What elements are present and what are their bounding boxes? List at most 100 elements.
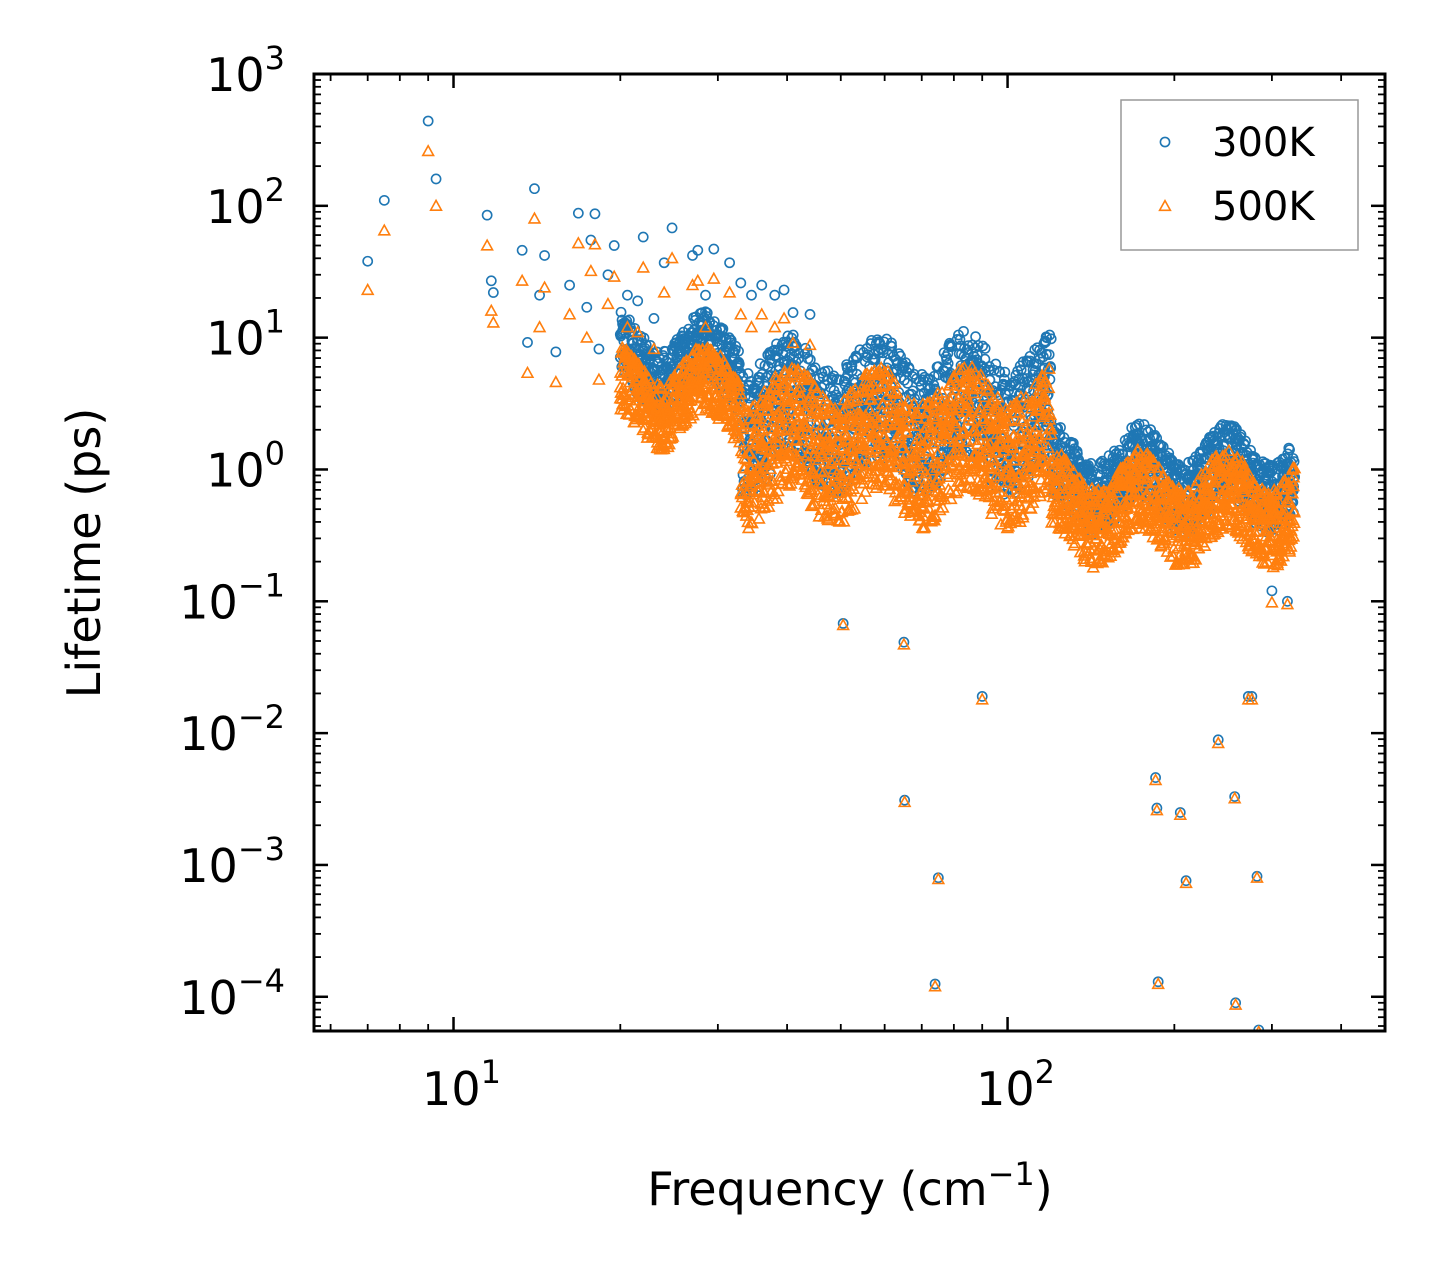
data-point-500K: [868, 368, 882, 381]
data-point-500K: [1016, 485, 1031, 498]
data-point-500K: [1042, 361, 1056, 374]
data-point-500K: [731, 379, 746, 392]
data-point-500K: [948, 409, 963, 422]
data-point-500K: [910, 410, 924, 423]
data-point-500K: [985, 481, 999, 494]
data-point-300K: [422, 115, 434, 127]
data-point-500K: [814, 502, 829, 516]
data-point-300K: [1071, 448, 1083, 460]
data-point-500K: [743, 446, 757, 459]
data-point-300K: [564, 279, 575, 291]
data-point-500K: [1105, 489, 1120, 502]
data-point-500K: [1016, 510, 1030, 523]
data-point-300K: [942, 358, 954, 369]
data-point-500K: [747, 453, 761, 466]
data-point-500K: [762, 499, 776, 512]
data-point-300K: [979, 343, 991, 354]
data-point-500K: [767, 445, 781, 458]
data-point-500K: [876, 397, 890, 410]
data-point-500K: [1103, 548, 1118, 561]
data-point-500K: [858, 484, 873, 497]
data-point-300K: [902, 377, 913, 389]
data-point-500K: [913, 512, 927, 526]
data-point-500K: [896, 440, 911, 453]
data-point-500K: [1044, 427, 1058, 440]
data-point-500K: [977, 389, 991, 403]
data-point-300K: [1150, 772, 1161, 783]
data-point-500K: [919, 444, 934, 457]
data-point-500K: [1140, 475, 1154, 489]
data-point-500K: [1121, 523, 1135, 536]
data-point-500K: [805, 475, 820, 488]
data-point-500K: [985, 479, 999, 492]
data-point-500K: [1172, 529, 1187, 542]
data-point-500K: [968, 365, 982, 378]
data-point-500K: [788, 410, 802, 423]
data-point-500K: [883, 468, 897, 481]
data-point-300K: [998, 373, 1010, 385]
data-point-500K: [930, 446, 945, 459]
data-point-500K: [954, 378, 969, 392]
data-point-500K: [881, 369, 895, 382]
data-point-500K: [761, 493, 776, 506]
data-point-500K: [963, 471, 978, 484]
data-point-500K: [965, 380, 980, 393]
data-point-500K: [1003, 413, 1017, 426]
data-point-500K: [778, 376, 793, 389]
data-point-500K: [772, 430, 787, 443]
data-point-500K: [913, 432, 928, 445]
data-point-500K: [815, 418, 829, 431]
data-point-500K: [792, 390, 807, 403]
data-point-500K: [973, 401, 988, 414]
data-point-500K: [923, 419, 938, 432]
data-point-500K: [791, 364, 805, 378]
data-point-500K: [679, 414, 693, 427]
data-point-500K: [838, 426, 852, 440]
data-point-500K: [935, 385, 949, 398]
data-point-500K: [987, 452, 1001, 465]
data-point-500K: [628, 374, 643, 387]
data-point-300K: [778, 284, 790, 296]
data-point-300K: [632, 295, 644, 307]
data-point-500K: [774, 410, 788, 423]
data-point-300K: [622, 289, 633, 301]
data-point-300K: [815, 388, 827, 400]
data-point-500K: [1175, 494, 1189, 507]
data-point-500K: [989, 485, 1004, 498]
data-point-500K: [1041, 440, 1055, 453]
data-point-500K: [779, 461, 794, 474]
data-point-500K: [869, 381, 883, 394]
data-point-500K: [1032, 399, 1046, 412]
data-point-500K: [891, 492, 905, 505]
data-point-500K: [974, 367, 988, 381]
data-point-500K: [956, 423, 971, 436]
data-point-500K: [1027, 481, 1042, 494]
data-point-300K: [893, 348, 905, 360]
data-point-500K: [735, 490, 750, 503]
data-point-500K: [1044, 421, 1058, 434]
data-point-500K: [981, 383, 996, 396]
data-point-500K: [844, 484, 858, 497]
data-point-300K: [378, 194, 390, 206]
data-point-300K: [692, 244, 704, 256]
data-point-500K: [839, 490, 854, 503]
data-point-300K: [678, 326, 689, 338]
data-point-500K: [990, 404, 1005, 417]
data-point-500K: [800, 424, 814, 437]
data-point-500K: [997, 498, 1012, 512]
data-point-300K: [1015, 364, 1027, 376]
data-point-500K: [959, 375, 974, 388]
data-point-500K: [839, 447, 853, 460]
data-point-500K: [1013, 426, 1028, 439]
data-point-500K: [921, 501, 936, 514]
data-point-500K: [919, 433, 933, 447]
data-point-500K: [755, 435, 770, 448]
data-point-500K: [986, 393, 1001, 406]
data-point-300K: [362, 255, 374, 267]
data-point-500K: [839, 465, 853, 479]
data-point-500K: [840, 396, 855, 409]
data-point-300K: [756, 279, 768, 291]
data-point-300K: [846, 360, 858, 371]
data-point-300K: [1037, 351, 1049, 363]
data-point-500K: [1026, 409, 1041, 422]
